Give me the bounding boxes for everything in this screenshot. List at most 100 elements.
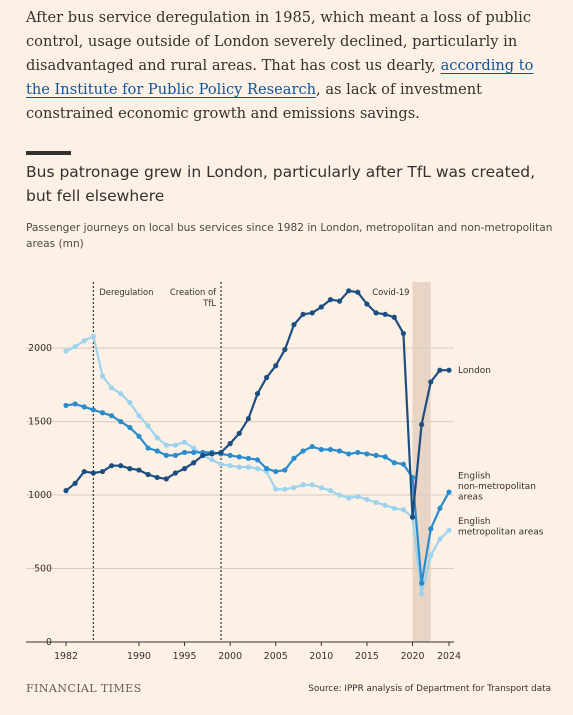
metropolitan-point: [391, 505, 397, 511]
metropolitan-point: [172, 442, 179, 448]
london-point: [419, 421, 425, 428]
london-point: [181, 466, 188, 472]
metropolitan-point: [327, 488, 334, 494]
non-metropolitan-point: [163, 452, 169, 458]
london-point: [63, 488, 69, 494]
london-point: [428, 379, 434, 385]
non-metropolitan-point: [446, 489, 452, 495]
x-tick-label: 2005: [264, 651, 288, 662]
non-metropolitan-point: [373, 452, 379, 458]
source-note: Source: IPPR analysis of Department for …: [308, 684, 551, 694]
metropolitan-point: [437, 536, 443, 542]
ippr-link[interactable]: according to the Institute for Public Po…: [26, 57, 534, 98]
non-metropolitan-series-label: English non-metropolitan areas: [458, 472, 536, 503]
london-point: [236, 430, 242, 436]
x-tick-label: 2020: [401, 651, 425, 662]
metropolitan-point: [118, 391, 124, 397]
metropolitan-point: [136, 413, 142, 419]
metropolitan-point: [428, 552, 434, 558]
london-point: [373, 310, 379, 316]
metropolitan-point: [108, 385, 115, 391]
london-series-label: London: [458, 366, 491, 376]
metropolitan-point: [300, 482, 306, 488]
non-metropolitan-point: [72, 401, 78, 407]
london-point: [382, 311, 388, 317]
non-metropolitan-point: [428, 526, 434, 532]
non-metropolitan-point: [81, 404, 87, 410]
metropolitan-point: [99, 373, 106, 379]
non-metropolitan-point: [327, 446, 334, 453]
non-metropolitan-point: [118, 418, 124, 425]
non-metropolitan-point: [254, 457, 261, 463]
non-metropolitan-point: [364, 451, 370, 457]
x-tick-label: 2015: [355, 651, 379, 662]
non-metropolitan-point: [90, 407, 96, 413]
non-metropolitan-point: [273, 468, 279, 475]
y-tick-label: 2000: [28, 343, 52, 354]
london-point: [72, 480, 78, 486]
metropolitan-point: [282, 486, 288, 492]
non-metropolitan-point: [318, 446, 324, 453]
x-tick-label: 1982: [54, 651, 78, 662]
non-metropolitan-point: [63, 402, 69, 409]
ft-brand: FINANCIAL TIMES: [26, 682, 142, 695]
metropolitan-point: [127, 399, 133, 406]
metropolitan-point: [364, 496, 370, 503]
london-point: [437, 367, 443, 373]
covid-label: Covid-19: [372, 287, 409, 297]
metropolitan-point: [273, 486, 279, 492]
metropolitan-point: [400, 507, 407, 513]
london-point: [209, 451, 215, 457]
metropolitan-point: [336, 492, 343, 498]
metropolitan-point: [81, 338, 87, 344]
london-point: [163, 476, 169, 482]
intro-text-before: After bus service deregulation in 1985, …: [26, 9, 531, 74]
metropolitan-point: [382, 502, 388, 508]
non-metropolitan-point: [309, 443, 315, 450]
london-point: [346, 288, 352, 294]
metropolitan-point: [90, 333, 96, 339]
london-point: [81, 468, 87, 475]
london-point: [409, 514, 416, 520]
metropolitan-point: [163, 442, 169, 448]
non-metropolitan-point: [245, 455, 251, 461]
deregulation-label: Deregulation: [99, 287, 153, 297]
metropolitan-point: [191, 445, 197, 451]
non-metropolitan-line: [65, 402, 450, 585]
non-metropolitan-point: [227, 452, 233, 458]
intro-paragraph: After bus service deregulation in 1985, …: [26, 6, 556, 126]
non-metropolitan-point: [355, 449, 361, 456]
non-metropolitan-point: [391, 460, 397, 466]
london-point: [273, 363, 279, 369]
metropolitan-point: [373, 499, 379, 506]
london-point: [300, 311, 306, 317]
non-metropolitan-point: [346, 451, 352, 457]
non-metropolitan-point: [236, 454, 242, 460]
x-tick-label: 1995: [173, 651, 197, 662]
london-point: [309, 310, 315, 316]
non-metropolitan-point: [419, 580, 425, 586]
metropolitan-point: [227, 463, 233, 469]
intro-text-after: , as lack of investment constrained econ…: [26, 81, 483, 122]
london-point: [364, 301, 370, 307]
tfl-creation-label: Creation of TfL: [170, 287, 217, 308]
london-point: [127, 466, 133, 472]
london-point: [200, 452, 206, 458]
metropolitan-point: [218, 461, 224, 467]
y-tick-label: 1500: [28, 417, 52, 428]
y-tick-label: 1000: [28, 490, 52, 501]
london-point: [318, 304, 324, 310]
metropolitan-point: [145, 423, 151, 429]
non-metropolitan-point: [336, 448, 343, 454]
x-tick-label: 1990: [127, 651, 151, 662]
non-metropolitan-point: [300, 448, 306, 454]
metropolitan-point: [154, 435, 160, 441]
bus-patronage-chart: Covid-19 0 500 1000 1500 2000 1982 1990 1995 2000…: [26, 282, 544, 662]
london-point: [291, 322, 297, 328]
non-metropolitan-point: [282, 467, 288, 473]
non-metropolitan-point: [382, 454, 388, 460]
metropolitan-point: [346, 495, 352, 501]
non-metropolitan-point: [264, 466, 270, 472]
london-point: [400, 330, 407, 337]
metropolitan-point: [318, 485, 324, 491]
